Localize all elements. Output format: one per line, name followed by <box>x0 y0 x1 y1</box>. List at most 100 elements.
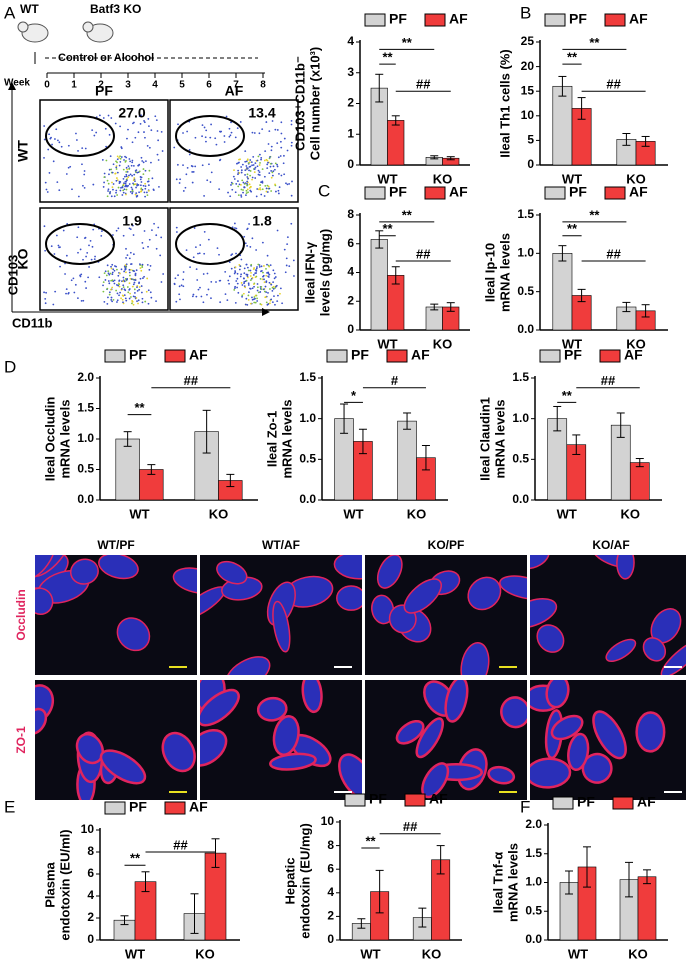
flow-dot <box>256 159 259 162</box>
flow-dot <box>240 258 243 261</box>
flow-dot <box>106 264 109 267</box>
flow-dot <box>242 189 244 191</box>
flow-dot <box>274 303 276 306</box>
flow-dot <box>268 273 271 276</box>
flow-dot <box>111 171 114 174</box>
legend-label: PF <box>569 11 587 27</box>
flow-dot <box>147 302 150 305</box>
flow-dot <box>137 184 140 186</box>
flow-dot <box>270 298 273 301</box>
flow-dot <box>129 173 132 176</box>
flow-dot <box>237 185 240 188</box>
flow-dot <box>263 195 266 197</box>
flow-dot <box>253 296 256 298</box>
villus <box>35 555 56 580</box>
flow-dot <box>76 139 78 141</box>
sig-label: ** <box>589 35 600 50</box>
villus <box>605 638 637 663</box>
flow-dot <box>141 297 144 300</box>
x-tick-label: WT <box>377 336 397 351</box>
flow-dot <box>125 166 128 169</box>
flow-dot <box>270 176 273 179</box>
flow-dot <box>122 286 125 289</box>
flow-dot <box>199 244 202 246</box>
flow-dot <box>55 128 58 131</box>
flow-dot <box>251 298 254 301</box>
y-tick-label: 0 <box>87 932 94 946</box>
flow-dot <box>261 188 264 191</box>
flow-dot <box>128 183 131 185</box>
flow-dot <box>267 271 270 274</box>
flow-dot <box>263 159 266 162</box>
sig-label: ## <box>416 77 431 92</box>
error-bar <box>583 846 591 888</box>
micro-blobs <box>530 680 666 789</box>
flow-dot <box>284 271 287 274</box>
flow-dot <box>236 277 239 280</box>
flow-dot <box>123 280 126 283</box>
flow-dot <box>57 244 60 247</box>
flow-dot <box>242 191 244 194</box>
flow-dot <box>117 284 120 287</box>
flow-dot <box>70 279 73 282</box>
flow-dot <box>74 283 77 286</box>
flow-dot <box>233 272 236 275</box>
flow-dot <box>147 245 149 248</box>
flow-dot <box>266 159 269 162</box>
error-bar <box>357 918 366 929</box>
flow-dot <box>218 188 221 191</box>
flow-dot <box>122 234 125 237</box>
flow-dot <box>112 183 115 185</box>
flow-dot <box>87 276 90 279</box>
micro-row: ZO-1 <box>14 726 28 754</box>
flow-dot <box>116 194 119 196</box>
flow-dot <box>141 301 144 304</box>
flow-dot <box>234 191 237 194</box>
flow-dot <box>123 159 125 161</box>
flow-dot <box>132 179 135 182</box>
villus <box>371 594 395 625</box>
flow-dot <box>246 184 249 187</box>
flow-dot <box>234 136 237 139</box>
error-bar <box>446 302 455 312</box>
gate-value: 1.9 <box>122 213 142 229</box>
flow-dot <box>113 195 116 198</box>
flow-dot <box>258 171 261 174</box>
flow-dot <box>140 114 143 117</box>
flow-dot <box>121 294 124 297</box>
x-tick-label: KO <box>407 506 427 521</box>
flow-dot <box>109 155 112 158</box>
flow-dot <box>244 280 247 283</box>
error-bar <box>625 861 633 898</box>
flow-dot <box>255 272 258 274</box>
flow-dot <box>46 191 49 193</box>
legend-swatch <box>164 801 186 815</box>
sig-label: ** <box>382 221 393 236</box>
flow-dot <box>271 171 274 174</box>
legend-swatch <box>364 186 386 200</box>
flow-dot <box>121 298 124 301</box>
flow-dot <box>120 186 122 189</box>
flow-dot <box>125 299 128 302</box>
flow-dot <box>244 150 247 153</box>
flow-dot <box>206 272 209 275</box>
flow-dot <box>285 257 288 260</box>
flow-dot <box>264 185 267 187</box>
flow-dot <box>144 169 147 172</box>
flow-dot <box>240 194 243 197</box>
y-tick-label: 0 <box>327 932 334 946</box>
flow-dot <box>269 288 271 290</box>
flow-dot <box>131 159 134 162</box>
flow-dot <box>251 276 254 279</box>
flow-gate <box>175 223 245 265</box>
legend-label: PF <box>564 347 582 363</box>
flow-dot <box>145 191 148 194</box>
flow-dot <box>119 125 122 128</box>
flow-dot <box>247 294 250 297</box>
flow-dot <box>280 174 283 177</box>
flow-dot <box>152 189 155 192</box>
sig-label: ** <box>562 388 573 403</box>
flow-dot <box>272 165 275 168</box>
flow-dot <box>259 162 261 164</box>
y-tick-label: 1.0 <box>299 411 316 425</box>
